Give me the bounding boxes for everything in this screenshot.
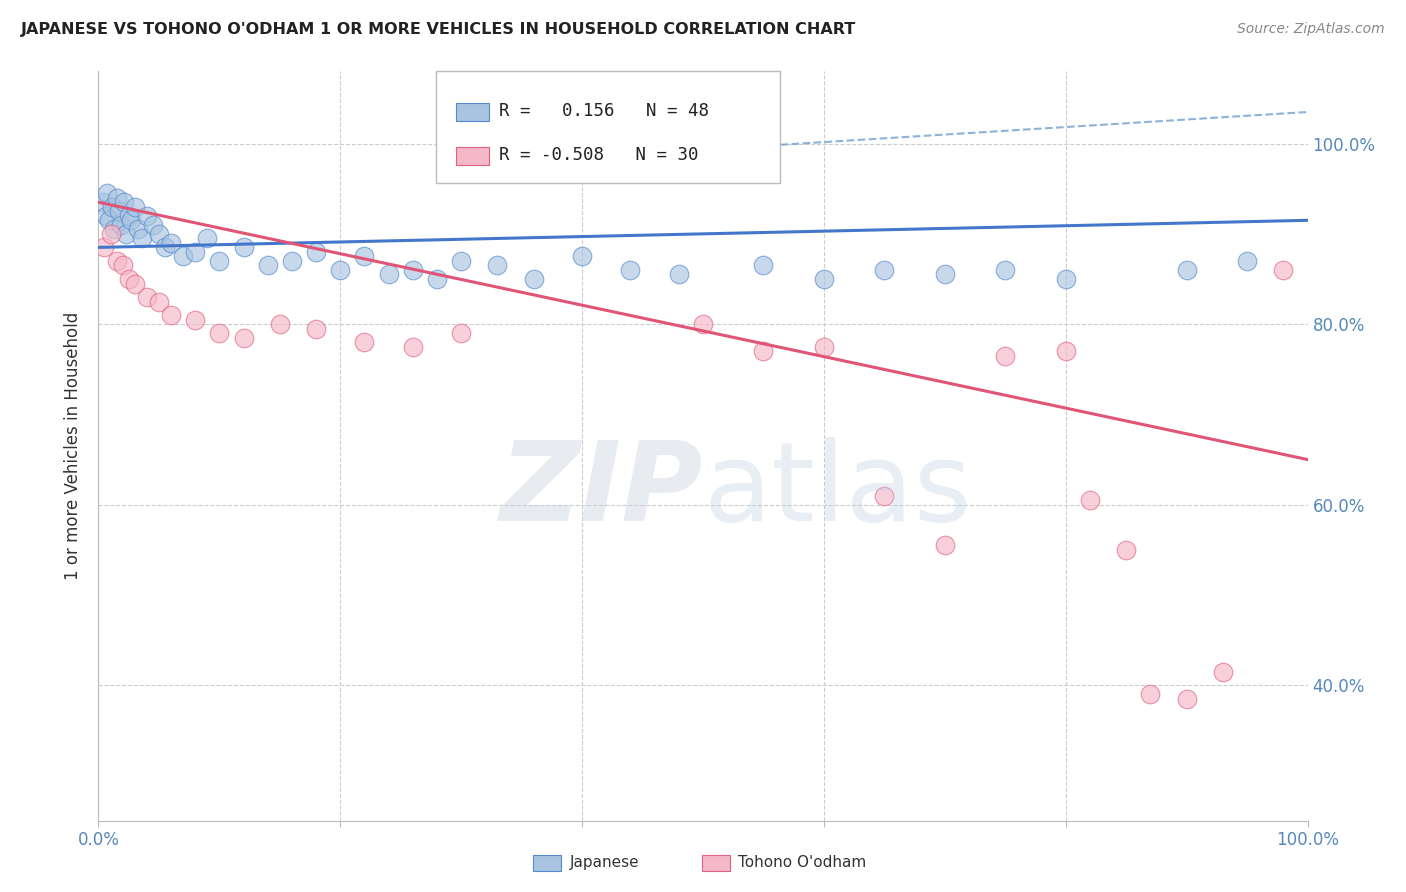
Point xyxy=(184,244,207,259)
Point xyxy=(232,331,254,345)
Text: Japanese: Japanese xyxy=(569,855,640,870)
Point xyxy=(873,489,896,503)
Point xyxy=(934,538,956,552)
Point xyxy=(813,272,835,286)
Point xyxy=(135,209,157,223)
Point xyxy=(120,213,142,227)
Point xyxy=(98,213,121,227)
Point xyxy=(208,254,231,268)
Point xyxy=(208,326,231,340)
Point xyxy=(100,200,122,214)
Point xyxy=(124,277,146,291)
Point xyxy=(377,268,399,282)
Point xyxy=(402,340,425,354)
Point xyxy=(105,191,128,205)
Point xyxy=(160,235,183,250)
Point xyxy=(100,227,122,241)
Point xyxy=(1078,493,1101,508)
Point xyxy=(195,231,218,245)
Point xyxy=(131,231,153,245)
Point xyxy=(873,263,896,277)
Point xyxy=(1115,542,1137,557)
Point xyxy=(1175,263,1198,277)
Point xyxy=(93,240,115,254)
Point xyxy=(813,340,835,354)
Point xyxy=(619,263,641,277)
Point xyxy=(115,227,138,241)
Point xyxy=(184,312,207,326)
Point xyxy=(329,263,352,277)
Point xyxy=(1054,344,1077,359)
Point xyxy=(232,240,254,254)
Text: Source: ZipAtlas.com: Source: ZipAtlas.com xyxy=(1237,22,1385,37)
Point xyxy=(994,263,1017,277)
Point xyxy=(96,186,118,201)
Text: ZIP: ZIP xyxy=(499,437,703,544)
Point xyxy=(752,344,775,359)
Point xyxy=(1212,665,1234,679)
Point xyxy=(1272,263,1295,277)
Point xyxy=(426,272,449,286)
Point xyxy=(91,195,114,210)
Point xyxy=(142,218,165,232)
Point xyxy=(1139,687,1161,701)
Point xyxy=(112,195,135,210)
Point xyxy=(305,321,328,335)
Point xyxy=(402,263,425,277)
Point xyxy=(523,272,546,286)
Point xyxy=(353,335,375,350)
Point xyxy=(668,268,690,282)
Point xyxy=(486,259,509,273)
Point xyxy=(94,209,117,223)
Point xyxy=(160,308,183,322)
Y-axis label: 1 or more Vehicles in Household: 1 or more Vehicles in Household xyxy=(65,312,83,580)
Point xyxy=(110,218,132,232)
Point xyxy=(124,200,146,214)
Point xyxy=(118,209,141,223)
Point xyxy=(148,227,170,241)
Point xyxy=(118,272,141,286)
Text: atlas: atlas xyxy=(703,437,972,544)
Point xyxy=(153,240,176,254)
Text: Tohono O'odham: Tohono O'odham xyxy=(738,855,866,870)
Point xyxy=(172,249,194,263)
Point xyxy=(994,349,1017,363)
Point xyxy=(752,259,775,273)
Point xyxy=(269,317,291,331)
Point xyxy=(692,317,714,331)
Point xyxy=(1054,272,1077,286)
Point xyxy=(571,249,593,263)
Point xyxy=(305,244,328,259)
Point xyxy=(108,204,131,219)
Point xyxy=(103,222,125,236)
Point xyxy=(127,222,149,236)
Point xyxy=(281,254,304,268)
Point xyxy=(1175,691,1198,706)
Point xyxy=(148,294,170,309)
Point xyxy=(256,259,278,273)
Point xyxy=(934,268,956,282)
Point xyxy=(450,326,472,340)
Point xyxy=(135,290,157,304)
Point xyxy=(450,254,472,268)
Point xyxy=(353,249,375,263)
Text: JAPANESE VS TOHONO O'ODHAM 1 OR MORE VEHICLES IN HOUSEHOLD CORRELATION CHART: JAPANESE VS TOHONO O'ODHAM 1 OR MORE VEH… xyxy=(21,22,856,37)
Point xyxy=(111,259,134,273)
Point xyxy=(105,254,128,268)
Text: R = -0.508   N = 30: R = -0.508 N = 30 xyxy=(499,146,699,164)
Text: R =   0.156   N = 48: R = 0.156 N = 48 xyxy=(499,102,709,120)
Point xyxy=(1236,254,1258,268)
